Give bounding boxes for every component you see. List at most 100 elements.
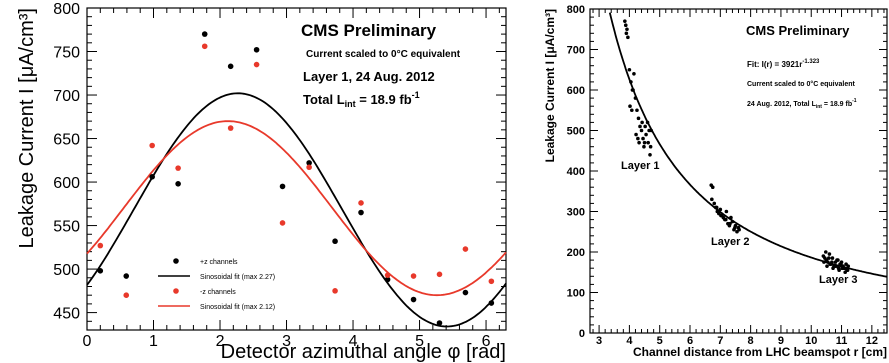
right-data-point [642, 144, 646, 149]
left-y-tick-label: 750 [53, 45, 80, 62]
right-data-point [837, 268, 841, 273]
right-data-point [827, 252, 832, 256]
left-y-tick-label: 450 [53, 306, 80, 323]
right-data-point [827, 256, 831, 260]
left-data-point [149, 142, 155, 149]
right-data-point [648, 144, 653, 149]
right-data-point [644, 132, 648, 137]
right-y-tick-label: 700 [567, 45, 585, 57]
right-data-point [624, 31, 629, 36]
right-data-point [823, 250, 828, 254]
left-data-point [410, 273, 417, 279]
right-chart: 3 4 5 6 7 8 9 10 11 12 0100200300400500600700800 … [543, 4, 888, 359]
right-data-point [649, 128, 654, 133]
right-data-point [845, 268, 849, 273]
right-y-tick-label: 200 [567, 247, 585, 259]
left-data-points [97, 31, 495, 326]
right-data-point [635, 108, 639, 113]
right-x-tick-label: 10 [805, 335, 817, 347]
right-data-point [640, 120, 644, 125]
right-data-point [643, 124, 647, 129]
right-data-point [626, 35, 630, 40]
right-data-point [724, 209, 729, 214]
right-data-point [637, 140, 641, 145]
legend-label-plus-z: +z channels [200, 259, 238, 266]
left-x-tick-label: 5 [415, 333, 424, 350]
right-data-point [638, 124, 642, 129]
left-annotation-line2: Layer 1, 24 Aug. 2012 [303, 69, 435, 84]
right-data-point [719, 213, 723, 218]
right-data-point [723, 217, 728, 222]
left-data-point [175, 165, 181, 171]
right-data-point [630, 108, 634, 113]
right-y-tick-label: 0 [579, 328, 585, 340]
left-x-tick-label: 4 [349, 333, 358, 350]
right-y-tick-label: 300 [567, 207, 585, 219]
right-data-points [623, 19, 851, 275]
right-data-point [648, 153, 652, 157]
left-data-point [97, 242, 104, 249]
right-data-point [625, 27, 629, 32]
right-x-tick-label: 9 [778, 335, 784, 347]
left-data-point [436, 271, 443, 278]
right-annotation-title: CMS Preliminary [746, 23, 850, 38]
legend-label-fit-red: Sinosoidal fit (max 2.12) [200, 304, 275, 311]
left-plot-frame [86, 7, 507, 331]
right-x-tick-label: 11 [836, 335, 848, 347]
right-data-point [737, 227, 741, 232]
left-data-point [462, 246, 469, 252]
left-y-tick-label: 550 [53, 219, 80, 236]
left-data-point [227, 63, 234, 70]
left-data-point [201, 31, 208, 37]
layer-1-label: Layer 1 [621, 160, 660, 172]
left-data-point [384, 272, 391, 278]
right-y-tick-label: 400 [567, 166, 585, 178]
left-y-tick-label: 700 [53, 88, 80, 105]
left-y-axis-title: Leakage Current I [μA/cm³] [16, 8, 38, 249]
left-data-point [436, 320, 443, 326]
right-y-tick-label: 800 [567, 4, 585, 16]
left-x-tick-label: 3 [282, 333, 291, 350]
layer-2-label: Layer 2 [711, 236, 750, 248]
right-axis-ticks [590, 8, 887, 334]
right-y-tick-labels: 0 100 200 300 400 500 600 700 800 [567, 4, 585, 340]
right-data-point [623, 19, 627, 23]
left-y-tick-label: 500 [53, 262, 80, 279]
left-data-point [488, 300, 495, 306]
right-x-tick-label: 3 [596, 335, 602, 347]
right-x-tick-label: 7 [717, 335, 723, 347]
left-fit-curve-line [86, 120, 507, 297]
right-y-tick-label: 500 [567, 126, 585, 138]
left-data-point [306, 164, 312, 171]
right-data-point [846, 264, 851, 268]
left-data-point [201, 43, 208, 50]
left-data-point [410, 296, 417, 303]
layer-3-label: Layer 3 [819, 274, 858, 286]
right-data-point [730, 219, 735, 224]
left-x-tick-label: 0 [83, 333, 92, 350]
right-y-axis-title: Leakage Current I [μA/cm³] [543, 9, 557, 162]
right-data-point [836, 258, 840, 262]
left-data-point [358, 200, 364, 206]
left-y-tick-label: 600 [53, 175, 80, 192]
left-data-point [123, 273, 130, 279]
left-annotation-title: CMS Preliminary [301, 21, 437, 40]
right-data-point [631, 88, 635, 92]
left-data-point [306, 160, 312, 166]
right-data-point [634, 132, 638, 137]
right-data-point [839, 262, 843, 266]
left-data-point [279, 220, 286, 226]
right-fit-curve [608, 12, 888, 278]
legend-marker-plus-z [173, 258, 179, 264]
right-data-point [712, 201, 717, 206]
right-x-tick-label: 4 [626, 335, 633, 347]
left-data-point [227, 125, 234, 131]
right-data-point [822, 260, 826, 264]
left-legend: +z channels Sinosoidal fit (max 2.27) -z… [158, 258, 275, 311]
left-data-point [488, 278, 495, 285]
right-data-point [842, 266, 846, 271]
right-data-point [629, 80, 633, 84]
left-data-point [149, 174, 155, 180]
right-data-point [633, 96, 638, 100]
left-data-point [175, 180, 181, 187]
